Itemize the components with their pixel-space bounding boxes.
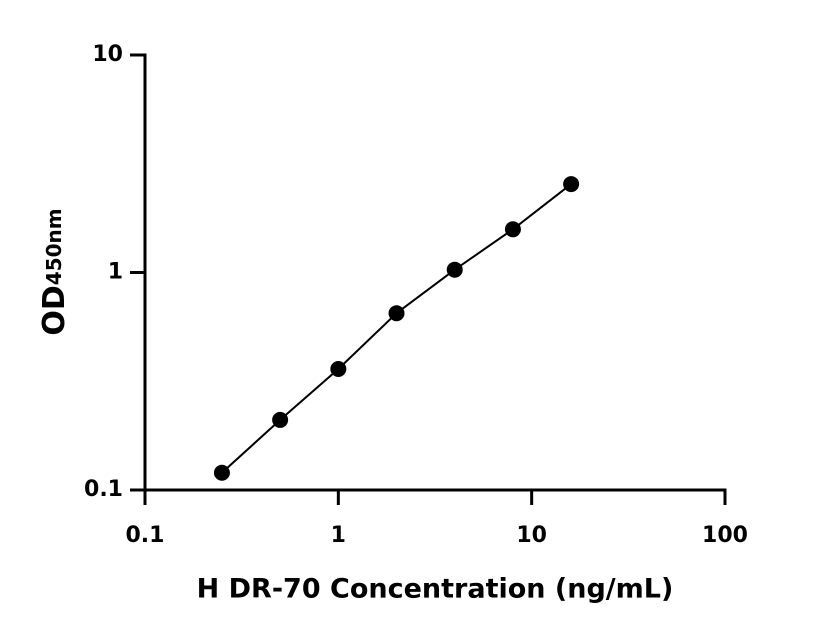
y-axis-title-main: OD — [37, 285, 72, 335]
data-point — [388, 305, 405, 322]
data-point — [213, 464, 230, 481]
y-tick-label: 0.1 — [84, 477, 123, 502]
data-point — [330, 361, 347, 378]
x-tick-label: 1 — [331, 523, 346, 548]
y-tick-label: 1 — [108, 260, 123, 285]
x-tick-label: 10 — [516, 523, 547, 548]
data-point — [504, 221, 521, 238]
x-tick-label: 100 — [702, 523, 748, 548]
y-axis-title-subscript: 450nm — [42, 208, 66, 285]
data-point — [272, 411, 289, 428]
data-point — [446, 261, 463, 278]
y-tick-label: 10 — [92, 42, 123, 67]
x-axis-title: H DR-70 Concentration (ng/mL) — [197, 574, 674, 605]
data-point — [563, 176, 580, 193]
x-tick-label: 0.1 — [126, 523, 165, 548]
y-axis-title: OD450nm — [37, 208, 72, 335]
